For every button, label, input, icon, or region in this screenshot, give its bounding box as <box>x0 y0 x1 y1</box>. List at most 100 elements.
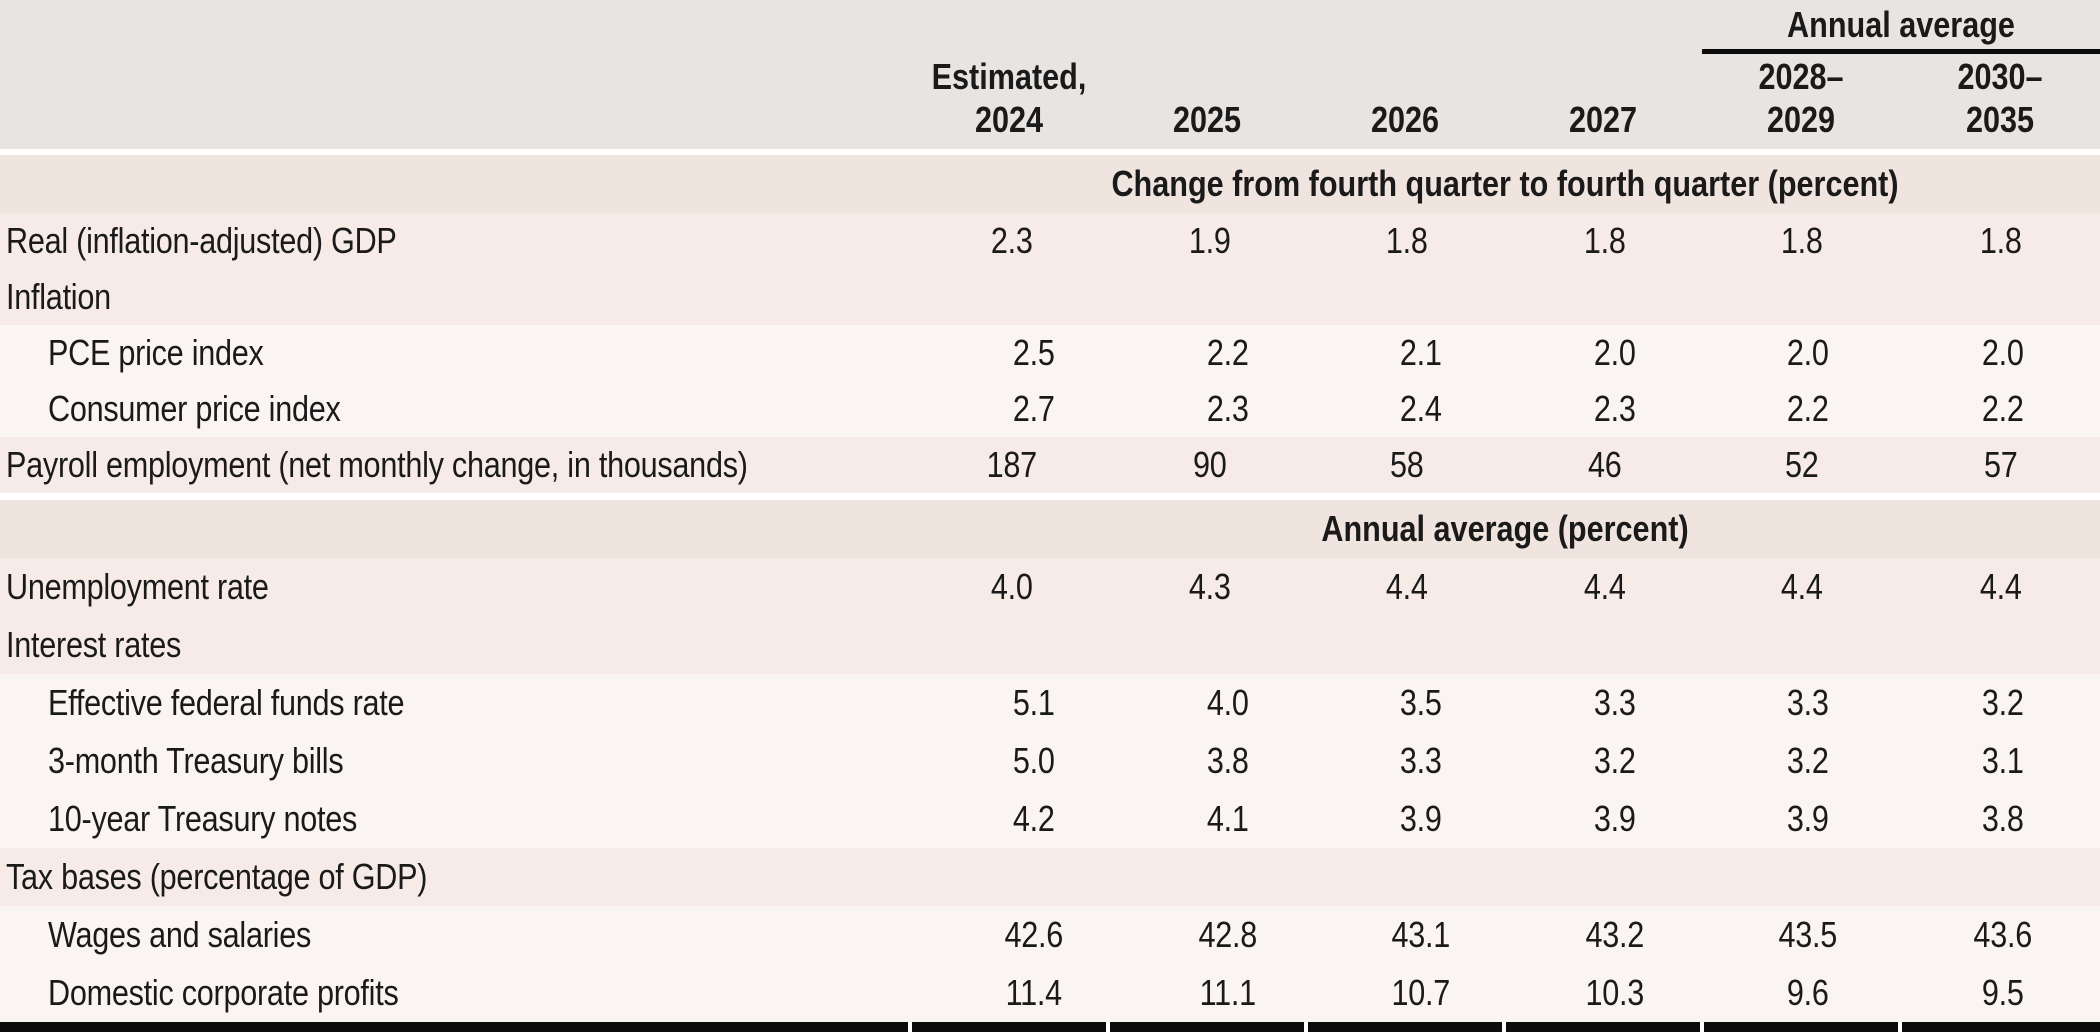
cell-value: 3.2 <box>1786 740 1829 781</box>
row-label: PCE price index <box>48 332 264 373</box>
cell-value: 1.8 <box>1979 220 2022 261</box>
cell-value: 3.2 <box>1981 682 2024 723</box>
row-label: Tax bases (percentage of GDP) <box>6 856 428 897</box>
cell-value: 58 <box>1390 444 1424 485</box>
cell-value: 2.7 <box>1013 388 1055 429</box>
row-label: Effective federal funds rate <box>48 682 405 723</box>
column-header-2025: 2025 <box>1108 98 1306 141</box>
annual-average-rule <box>1702 49 2100 54</box>
cell-value: 3.3 <box>1593 682 1636 723</box>
cell-value: 2.2 <box>1981 388 2024 429</box>
cell-value: 46 <box>1587 444 1622 485</box>
column-header-2028-2029: 2028– 2029 <box>1702 55 1900 141</box>
cell-value: 3.8 <box>1981 798 2024 839</box>
column-header-line2: 2027 <box>1568 99 1638 140</box>
column-header-line1: 2028– <box>1758 56 1844 97</box>
cell-value: 43.6 <box>1972 914 2032 955</box>
row-label: Interest rates <box>6 624 182 665</box>
cell-value: 57 <box>1983 444 2018 485</box>
cell-value: 2.2 <box>1786 388 1829 429</box>
row-label: Payroll employment (net monthly change, … <box>6 444 748 485</box>
cell-value: 2.5 <box>1013 332 1055 373</box>
table-row-inflation: Inflation <box>0 269 2100 325</box>
row-label: Domestic corporate profits <box>48 972 399 1013</box>
row-label: Inflation <box>6 276 111 317</box>
section-heading-q4-change: Change from fourth quarter to fourth qua… <box>0 155 2100 213</box>
cell-value: 2.3 <box>1206 388 1249 429</box>
cell-value: 10.7 <box>1391 972 1451 1013</box>
cell-value: 90 <box>1192 444 1227 485</box>
row-label: Consumer price index <box>48 388 341 429</box>
cell-value: 11.1 <box>1199 972 1256 1013</box>
cell-value: 43.1 <box>1391 914 1451 955</box>
column-header-line1: Estimated, <box>931 56 1087 97</box>
cell-value: 2.3 <box>1593 388 1636 429</box>
cell-value: 4.1 <box>1206 798 1249 839</box>
cell-value: 4.0 <box>1206 682 1249 723</box>
row-label: Wages and salaries <box>48 914 312 955</box>
table-row-federal-funds-rate: Effective federal funds rate 5.1 4.0 3.5… <box>0 674 2100 732</box>
cell-value: 3.9 <box>1786 798 1829 839</box>
table-bottom-rule <box>0 1022 2100 1032</box>
table-row-payroll-employment: Payroll employment (net monthly change, … <box>0 437 2100 493</box>
table-row-unemployment-rate: Unemployment rate 4.0 4.3 4.4 4.4 4.4 4.… <box>0 558 2100 616</box>
cell-value: 5.1 <box>1013 682 1055 723</box>
section-annual-average: Unemployment rate 4.0 4.3 4.4 4.4 4.4 4.… <box>0 558 2100 1022</box>
table-header: Annual average Estimated, 2024 2025 2026… <box>0 0 2100 149</box>
table-row-wages-and-salaries: Wages and salaries 42.6 42.8 43.1 43.2 4… <box>0 906 2100 964</box>
column-header-line2: 2025 <box>1172 99 1242 140</box>
cell-value: 3.9 <box>1593 798 1636 839</box>
annual-average-text: Annual average <box>1787 4 2015 45</box>
column-header-2024: Estimated, 2024 <box>910 55 1108 141</box>
row-label: 3-month Treasury bills <box>48 740 344 781</box>
header-separator <box>0 149 2100 155</box>
table-row-pce-price-index: PCE price index 2.5 2.2 2.1 2.0 2.0 2.0 <box>0 325 2100 381</box>
cell-value: 43.2 <box>1585 914 1644 955</box>
cell-value: 187 <box>986 444 1038 485</box>
column-header-2026: 2026 <box>1306 98 1504 141</box>
cell-value: 4.0 <box>991 566 1034 607</box>
section-q4-change: Real (inflation-adjusted) GDP 2.3 1.9 1.… <box>0 213 2100 493</box>
cell-value: 3.8 <box>1206 740 1249 781</box>
cell-value: 2.0 <box>1981 332 2024 373</box>
cell-value: 2.1 <box>1399 332 1442 373</box>
section-heading-annual-average: Annual average (percent) <box>0 500 2100 558</box>
row-label: Real (inflation-adjusted) GDP <box>6 220 397 261</box>
cell-value: 3.2 <box>1593 740 1636 781</box>
cell-value: 4.4 <box>1386 566 1428 607</box>
column-header-2030-2035: 2030– 2035 <box>1900 55 2100 141</box>
cell-value: 3.3 <box>1786 682 1829 723</box>
cell-value: 2.0 <box>1593 332 1636 373</box>
table-row-real-gdp: Real (inflation-adjusted) GDP 2.3 1.9 1.… <box>0 213 2100 269</box>
cell-value: 4.2 <box>1013 798 1055 839</box>
section-separator <box>0 493 2100 500</box>
cell-value: 1.8 <box>1583 220 1626 261</box>
column-header-line2: 2035 <box>1965 99 2035 140</box>
cell-value: 2.2 <box>1206 332 1249 373</box>
cell-value: 3.9 <box>1399 798 1442 839</box>
cell-value: 1.9 <box>1188 220 1231 261</box>
cell-value: 1.8 <box>1386 220 1428 261</box>
table-row-domestic-corporate-profits: Domestic corporate profits 11.4 11.1 10.… <box>0 964 2100 1022</box>
section-heading-text: Change from fourth quarter to fourth qua… <box>1111 163 1899 204</box>
cell-value: 42.6 <box>1004 914 1064 955</box>
cell-value: 5.0 <box>1013 740 1055 781</box>
cell-value: 52 <box>1785 444 1819 485</box>
column-header-line2: 2029 <box>1766 99 1836 140</box>
cell-value: 10.3 <box>1585 972 1644 1013</box>
cell-value: 42.8 <box>1198 914 1257 955</box>
cell-value: 1.8 <box>1780 220 1823 261</box>
cell-value: 11.4 <box>1005 972 1063 1013</box>
cell-value: 4.3 <box>1188 566 1231 607</box>
column-header-line2: 2026 <box>1370 99 1440 140</box>
cell-value: 9.6 <box>1786 972 1829 1013</box>
column-headers: Estimated, 2024 2025 2026 2027 2028– 202… <box>0 55 2100 141</box>
cell-value: 4.4 <box>1583 566 1626 607</box>
annual-average-group-header: Annual average <box>1702 4 2100 54</box>
cell-value: 9.5 <box>1981 972 2024 1013</box>
table-row-3-month-treasury-bills: 3-month Treasury bills 5.0 3.8 3.3 3.2 3… <box>0 732 2100 790</box>
table-row-consumer-price-index: Consumer price index 2.7 2.3 2.4 2.3 2.2… <box>0 381 2100 437</box>
table-row-interest-rates: Interest rates <box>0 616 2100 674</box>
column-header-line1: 2030– <box>1957 56 2043 97</box>
